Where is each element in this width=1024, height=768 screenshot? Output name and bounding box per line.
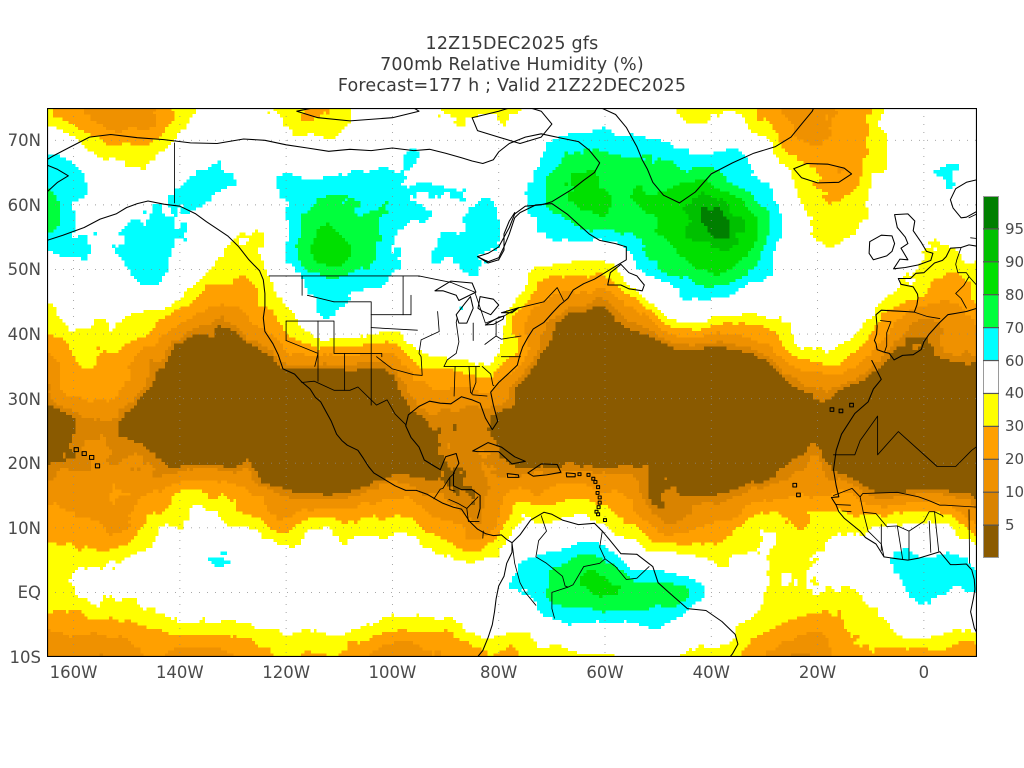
colorbar-band — [983, 262, 999, 296]
x-tick-label: 160W — [34, 663, 114, 682]
colorbar-band — [983, 459, 999, 493]
colorbar-band — [983, 361, 999, 395]
x-tick-label: 120W — [246, 663, 326, 682]
title-line-variable: 700mb Relative Humidity (%) — [0, 55, 1024, 76]
x-tick-label: 40W — [671, 663, 751, 682]
title-line-valid: Forecast=177 h ; Valid 21Z22DEC2025 — [0, 76, 1024, 97]
colorbar-band — [983, 229, 999, 263]
colorbar-tick-label: 70 — [1005, 319, 1024, 337]
y-tick-label: 70N — [0, 131, 41, 150]
colorbar-band — [983, 295, 999, 329]
title-line-model: 12Z15DEC2025 gfs — [0, 34, 1024, 55]
x-tick-label: 140W — [140, 663, 220, 682]
map-plot-area — [47, 108, 977, 657]
y-tick-label: 60N — [0, 196, 41, 215]
x-tick-label: 0 — [884, 663, 964, 682]
colorbar-band — [983, 492, 999, 526]
colorbar-tick-label: 95 — [1005, 220, 1024, 238]
colorbar-band — [983, 525, 999, 558]
border-path — [483, 531, 484, 538]
colorbar — [983, 196, 999, 558]
y-tick-label: EQ — [0, 583, 41, 602]
colorbar-tick-label: 20 — [1005, 450, 1024, 468]
colorbar-swatches — [983, 196, 999, 558]
x-tick-label: 20W — [778, 663, 858, 682]
y-tick-label: 20N — [0, 454, 41, 473]
colorbar-tick-label: 5 — [1005, 516, 1015, 534]
border-path — [836, 505, 850, 506]
relative-humidity-contour-map — [47, 108, 977, 657]
y-tick-label: 30N — [0, 390, 41, 409]
x-tick-label: 80W — [459, 663, 539, 682]
y-tick-label: 40N — [0, 325, 41, 344]
y-tick-label: 50N — [0, 260, 41, 279]
chart-title: 12Z15DEC2025 gfs 700mb Relative Humidity… — [0, 34, 1024, 97]
colorbar-tick-label: 90 — [1005, 253, 1024, 271]
colorbar-band — [983, 393, 999, 427]
colorbar-tick-label: 40 — [1005, 384, 1024, 402]
x-tick-label: 60W — [565, 663, 645, 682]
colorbar-band — [983, 196, 999, 230]
colorbar-tick-label: 30 — [1005, 417, 1024, 435]
colorbar-tick-label: 10 — [1005, 483, 1024, 501]
border-path — [969, 510, 970, 564]
y-tick-label: 10N — [0, 519, 41, 538]
colorbar-band — [983, 426, 999, 460]
colorbar-band — [983, 328, 999, 362]
colorbar-tick-label: 60 — [1005, 352, 1024, 370]
colorbar-tick-label: 80 — [1005, 286, 1024, 304]
x-tick-label: 100W — [352, 663, 432, 682]
